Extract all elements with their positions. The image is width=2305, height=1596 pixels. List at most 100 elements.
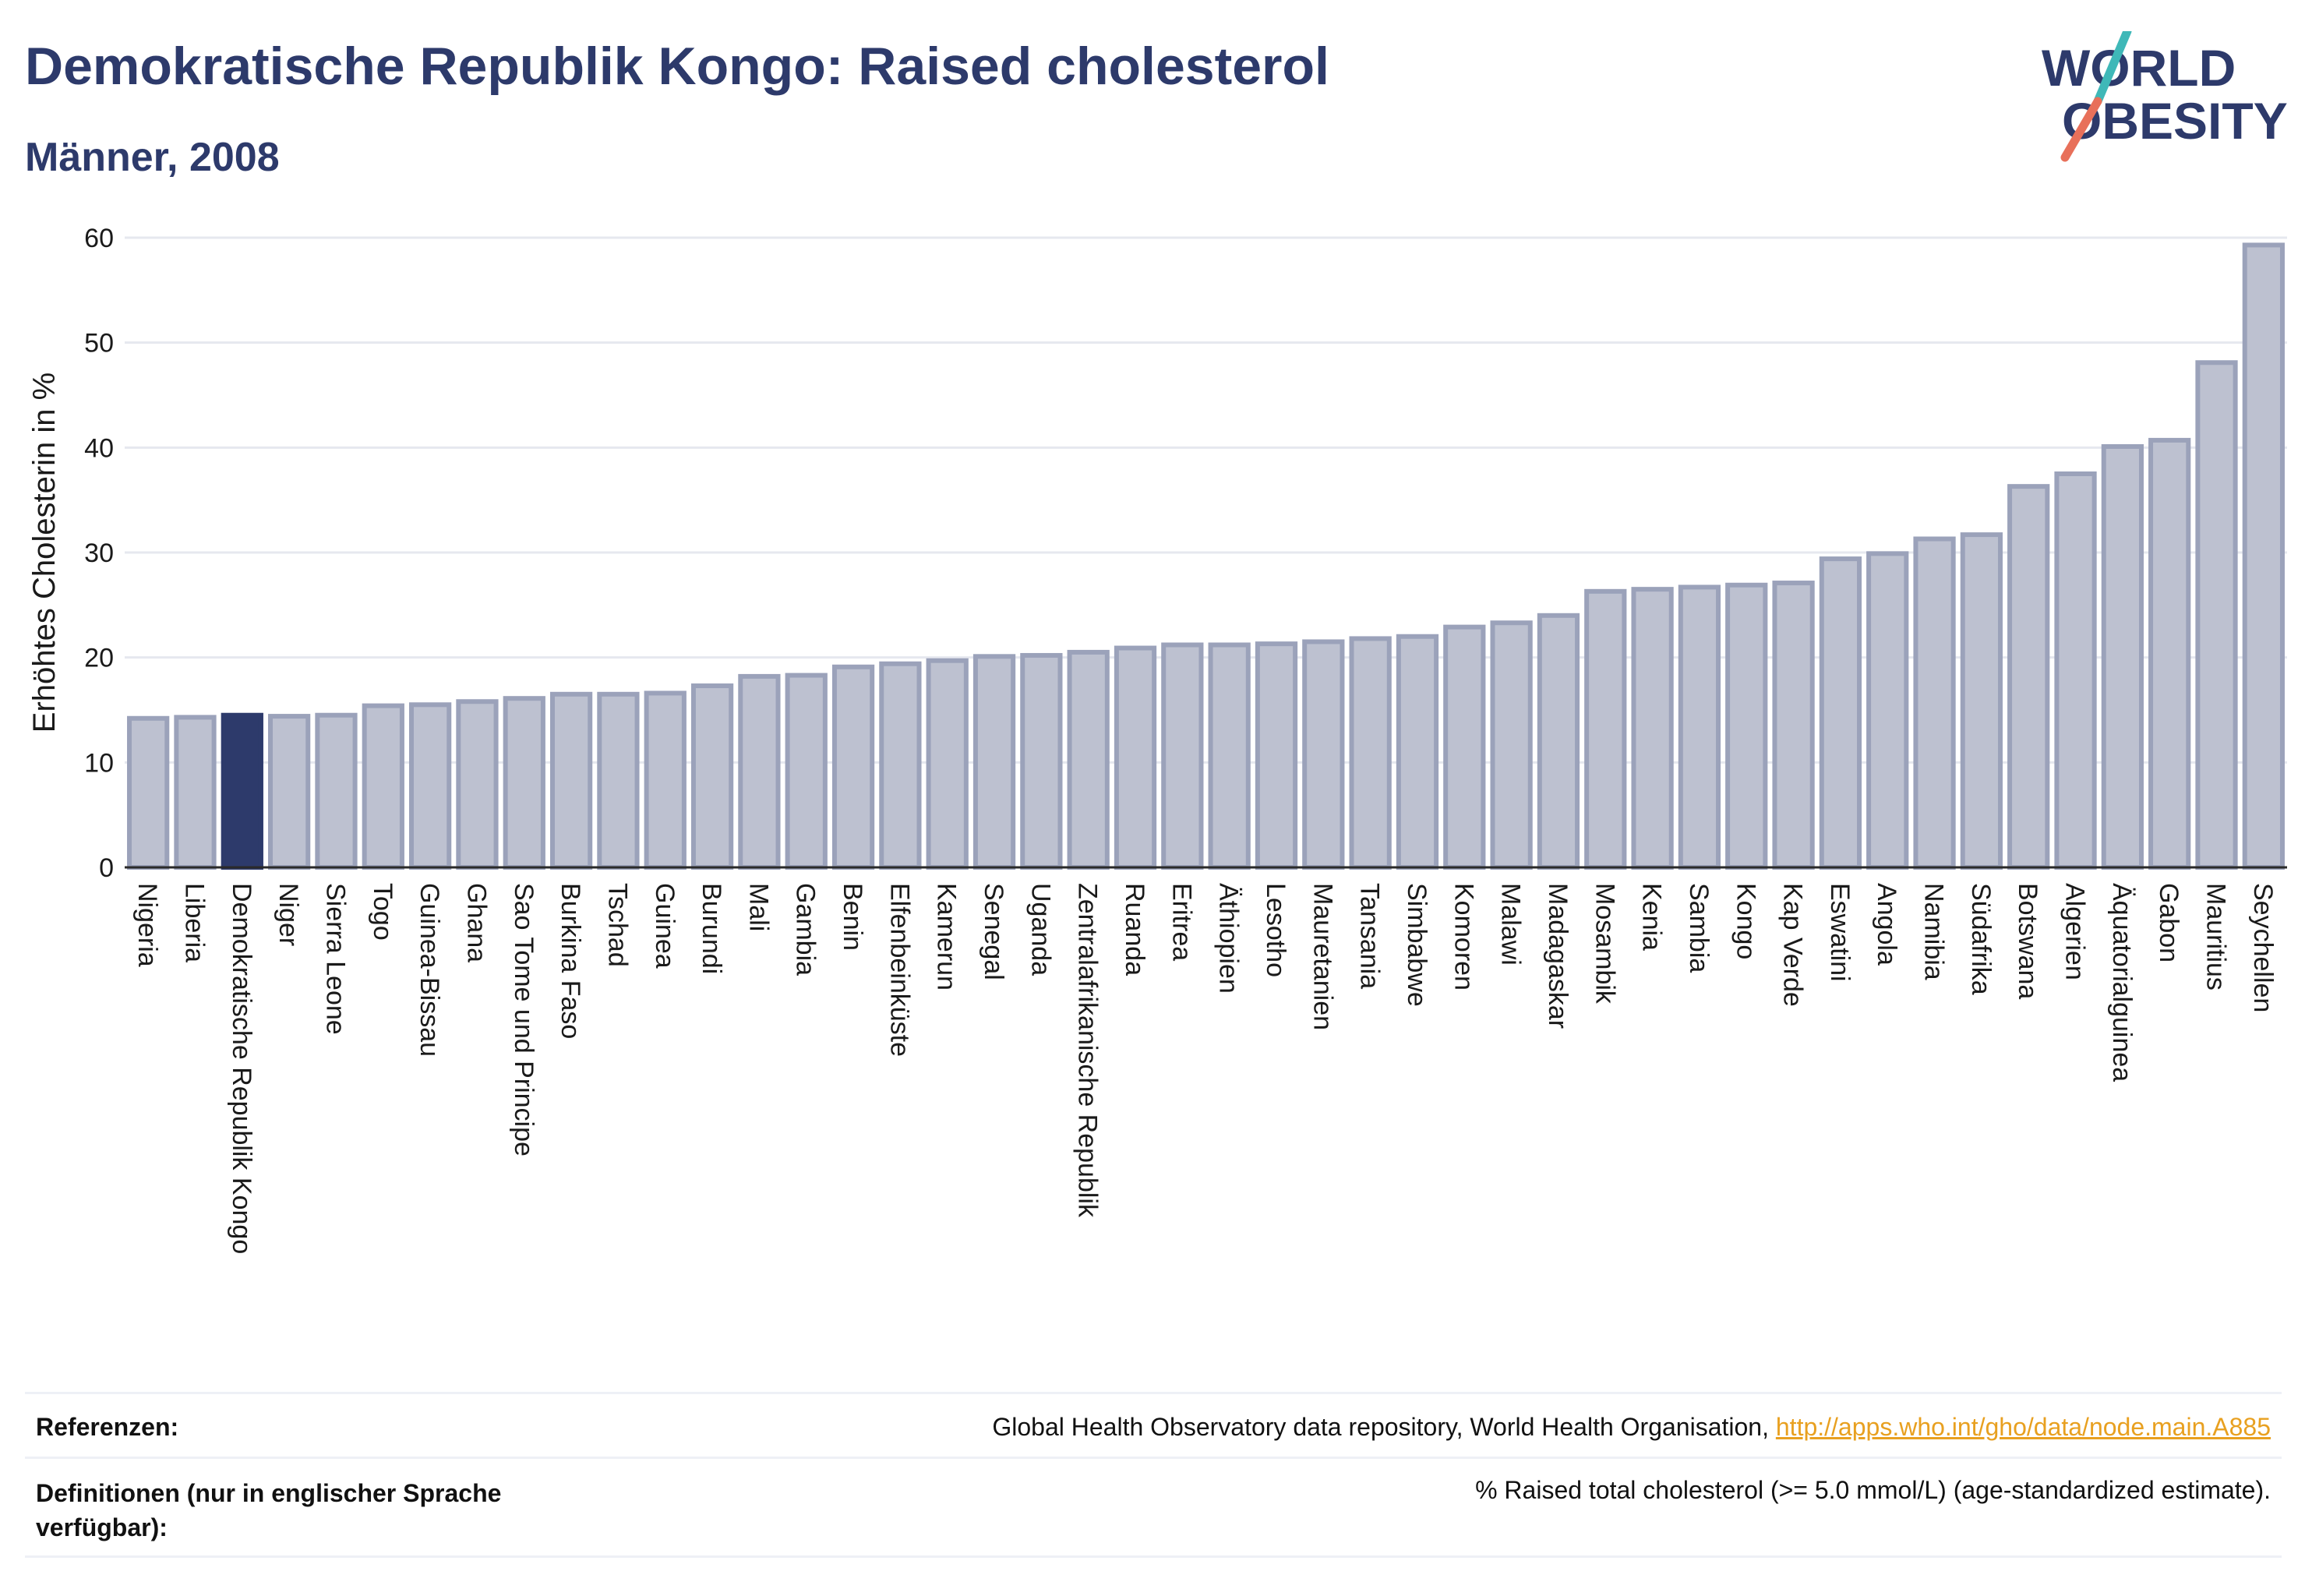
bar[interactable] bbox=[127, 715, 170, 870]
y-axis-label: Erhöhtes Cholesterin in % bbox=[27, 373, 62, 733]
x-tick-label: Togo bbox=[368, 883, 397, 941]
definitions-label-line2: verfügbar): bbox=[36, 1513, 168, 1541]
x-tick-label: Kamerun bbox=[932, 883, 962, 990]
bar[interactable] bbox=[1725, 582, 1768, 870]
bar[interactable] bbox=[1114, 645, 1157, 870]
x-tick-label: Burundi bbox=[697, 883, 726, 974]
bar[interactable] bbox=[2195, 360, 2238, 870]
bar[interactable] bbox=[1161, 642, 1204, 870]
bars bbox=[127, 242, 2285, 870]
bar[interactable] bbox=[2242, 242, 2285, 870]
x-tick-label: Sambia bbox=[1684, 883, 1714, 973]
bar[interactable] bbox=[1067, 649, 1110, 870]
bar[interactable] bbox=[1208, 642, 1251, 870]
x-tick-label: Lesotho bbox=[1261, 883, 1290, 977]
x-tick-label: Ruanda bbox=[1120, 883, 1149, 976]
bar[interactable] bbox=[174, 715, 217, 870]
x-tick-label: Liberia bbox=[179, 883, 209, 962]
bar[interactable] bbox=[1772, 581, 1815, 870]
bar[interactable] bbox=[1866, 551, 1909, 870]
bar[interactable] bbox=[1584, 588, 1627, 870]
x-tick-label: Demokratische Republik Kongo bbox=[227, 883, 256, 1254]
bar[interactable] bbox=[2148, 437, 2191, 870]
x-tick-label: Algerien bbox=[2060, 883, 2090, 980]
x-tick-label: Namibia bbox=[1919, 883, 1949, 980]
definitions-value: % Raised total cholesterol (>= 5.0 mmol/… bbox=[1475, 1476, 2271, 1504]
y-tick-label: 20 bbox=[84, 644, 114, 673]
bar[interactable] bbox=[221, 712, 263, 870]
x-tick-label: Simbabwe bbox=[1402, 883, 1431, 1007]
bar[interactable] bbox=[879, 661, 922, 870]
x-tick-label: Eritrea bbox=[1167, 883, 1196, 961]
x-tick-label: Sierra Leone bbox=[320, 883, 350, 1035]
bar[interactable] bbox=[1302, 639, 1345, 870]
logo-slash-coral bbox=[2060, 97, 2102, 162]
x-tick-label: Angola bbox=[1872, 883, 1901, 966]
bar[interactable] bbox=[1349, 636, 1392, 870]
bar[interactable] bbox=[268, 714, 311, 870]
bar[interactable] bbox=[1631, 587, 1674, 870]
logo-line1: WORLD bbox=[2042, 39, 2236, 97]
bar[interactable] bbox=[597, 691, 640, 870]
bar[interactable] bbox=[2101, 443, 2144, 870]
bar[interactable] bbox=[456, 699, 499, 870]
bar[interactable] bbox=[1537, 613, 1580, 870]
references-link[interactable]: http://apps.who.int/gho/data/node.main.A… bbox=[1775, 1413, 2271, 1441]
bar[interactable] bbox=[972, 654, 1016, 870]
bar[interactable] bbox=[503, 696, 545, 870]
world-obesity-logo: WORLD OBESITY bbox=[2042, 31, 2288, 162]
y-axis-ticks: 0 10 20 30 40 50 60 bbox=[84, 224, 114, 883]
bar[interactable] bbox=[1913, 536, 1956, 870]
y-tick-label: 40 bbox=[84, 433, 114, 463]
bar[interactable] bbox=[831, 664, 875, 870]
x-tick-label: Tansania bbox=[1355, 883, 1385, 989]
references-text: Global Health Observatory data repositor… bbox=[992, 1413, 1776, 1441]
x-tick-label: Malawi bbox=[1496, 883, 1526, 966]
x-tick-label: Guinea-Bissau bbox=[415, 883, 444, 1057]
bar[interactable] bbox=[1960, 532, 2003, 870]
x-tick-label: Zentralafrikanische Republik bbox=[1073, 883, 1103, 1218]
x-tick-label: Kenia bbox=[1637, 883, 1667, 951]
y-tick-label: 30 bbox=[84, 538, 114, 568]
x-tick-label: Kap Verde bbox=[1778, 883, 1808, 1007]
bar[interactable] bbox=[408, 702, 452, 870]
bar[interactable] bbox=[1819, 556, 1862, 870]
bar[interactable] bbox=[738, 673, 781, 870]
bar[interactable] bbox=[1396, 634, 1439, 870]
x-tick-label: Benin bbox=[838, 883, 867, 951]
bar[interactable] bbox=[1678, 584, 1721, 870]
page-subtitle: Männer, 2008 bbox=[25, 135, 280, 180]
bar[interactable] bbox=[2007, 484, 2050, 870]
bar[interactable] bbox=[2054, 471, 2097, 870]
x-tick-label: Mauretanien bbox=[1308, 883, 1337, 1030]
bar[interactable] bbox=[644, 690, 687, 870]
page-title: Demokratische Republik Kongo: Raised cho… bbox=[25, 37, 1329, 96]
x-tick-label: Botswana bbox=[2013, 883, 2042, 999]
references-row: Referenzen: Global Health Observatory da… bbox=[25, 1392, 2282, 1457]
bar[interactable] bbox=[1490, 620, 1533, 870]
bar[interactable] bbox=[1020, 652, 1063, 870]
y-tick-label: 60 bbox=[84, 224, 114, 253]
logo-slash-teal bbox=[2093, 31, 2132, 106]
bar[interactable] bbox=[690, 683, 734, 870]
x-tick-label: Burkina Faso bbox=[556, 883, 585, 1039]
bar[interactable] bbox=[785, 673, 828, 870]
x-tick-label: Madagaskar bbox=[1543, 883, 1573, 1029]
references-table: Referenzen: Global Health Observatory da… bbox=[25, 1392, 2282, 1558]
bar-chart: 0 10 20 30 40 50 60 Nigeria Liberia Demokratisch… bbox=[27, 224, 2287, 1254]
bar[interactable] bbox=[362, 703, 404, 870]
x-tick-label: Gabon bbox=[2154, 883, 2183, 962]
bar[interactable] bbox=[1255, 641, 1298, 870]
x-tick-label: Mauritius bbox=[2201, 883, 2231, 990]
bar[interactable] bbox=[315, 712, 358, 870]
references-label: Referenzen: bbox=[36, 1413, 179, 1441]
x-tick-label: Kongo bbox=[1731, 883, 1760, 959]
bar[interactable] bbox=[549, 691, 593, 870]
bar[interactable] bbox=[1443, 624, 1486, 870]
x-tick-label: Ghana bbox=[461, 883, 491, 962]
x-tick-label: Eswatini bbox=[1825, 883, 1855, 982]
x-tick-label: Seychellen bbox=[2248, 883, 2278, 1012]
bar[interactable] bbox=[926, 658, 969, 870]
x-tick-label: Nigeria bbox=[132, 883, 162, 967]
x-tick-label: Senegal bbox=[979, 883, 1008, 980]
